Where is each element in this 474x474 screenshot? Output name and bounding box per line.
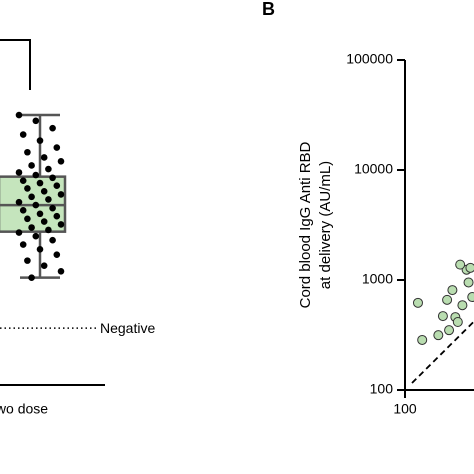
data-point [36, 137, 44, 144]
data-point [19, 177, 27, 184]
data-point [53, 144, 61, 151]
data-point [447, 285, 458, 296]
data-point [467, 292, 474, 303]
data-point [28, 193, 35, 201]
data-point [57, 221, 65, 228]
data-point [53, 182, 61, 189]
y-tick-label: 10000 [354, 161, 393, 177]
data-point [36, 210, 44, 218]
data-point [412, 297, 423, 308]
x-tick-label: wo dose [0, 401, 48, 417]
data-point [457, 300, 468, 311]
data-point [40, 218, 48, 225]
data-point [49, 204, 56, 212]
data-point [28, 162, 35, 169]
y-axis-label-line: at delivery (AU/mL) [317, 161, 334, 289]
y-tick-label: 100000 [346, 51, 393, 67]
data-point [32, 171, 40, 179]
data-point [45, 196, 52, 203]
y-axis-label: Cord blood IgG Anti RBD at delivery (AU/m… [297, 141, 334, 308]
data-point [32, 232, 40, 240]
data-point [24, 185, 31, 192]
data-point [15, 111, 23, 119]
data-point [463, 277, 474, 288]
data-point [49, 174, 56, 182]
data-point [49, 236, 56, 244]
data-point [57, 191, 65, 198]
data-point [24, 215, 31, 223]
y-axis-label-line: Cord blood IgG Anti RBD [297, 141, 314, 308]
annotation: Negative [100, 320, 155, 336]
data-point [465, 262, 474, 273]
data-point [24, 257, 31, 264]
data-point [28, 274, 35, 281]
data-point [433, 330, 444, 341]
data-point [444, 325, 455, 336]
data-point [15, 229, 23, 236]
data-point [32, 117, 40, 125]
data-point [19, 131, 27, 138]
data-point [417, 334, 428, 345]
data-point [40, 262, 48, 269]
panel-label: B [262, 0, 275, 19]
data-point [19, 207, 27, 214]
data-point [40, 154, 48, 161]
data-point [53, 251, 61, 258]
data-point [15, 198, 23, 206]
y-tick-label: 1000 [362, 271, 393, 287]
data-point [19, 241, 27, 248]
data-point [15, 169, 23, 176]
y-tick-label: 100 [370, 381, 394, 397]
significance-bracket [0, 39, 31, 90]
identity-line [411, 320, 474, 384]
data-point [28, 224, 35, 231]
data-point [455, 259, 466, 270]
data-point [57, 267, 65, 275]
data-point [32, 201, 40, 209]
data-point [442, 294, 453, 305]
data-point [57, 157, 65, 165]
x-tick-label: 100 [393, 401, 417, 417]
data-point [437, 311, 448, 322]
data-point [45, 165, 52, 173]
data-point [53, 212, 61, 220]
data-point [452, 317, 463, 328]
data-point [36, 246, 44, 253]
data-point [45, 226, 52, 234]
data-point [40, 188, 48, 195]
data-point [24, 148, 31, 156]
data-point [49, 124, 56, 132]
data-point [36, 179, 44, 187]
